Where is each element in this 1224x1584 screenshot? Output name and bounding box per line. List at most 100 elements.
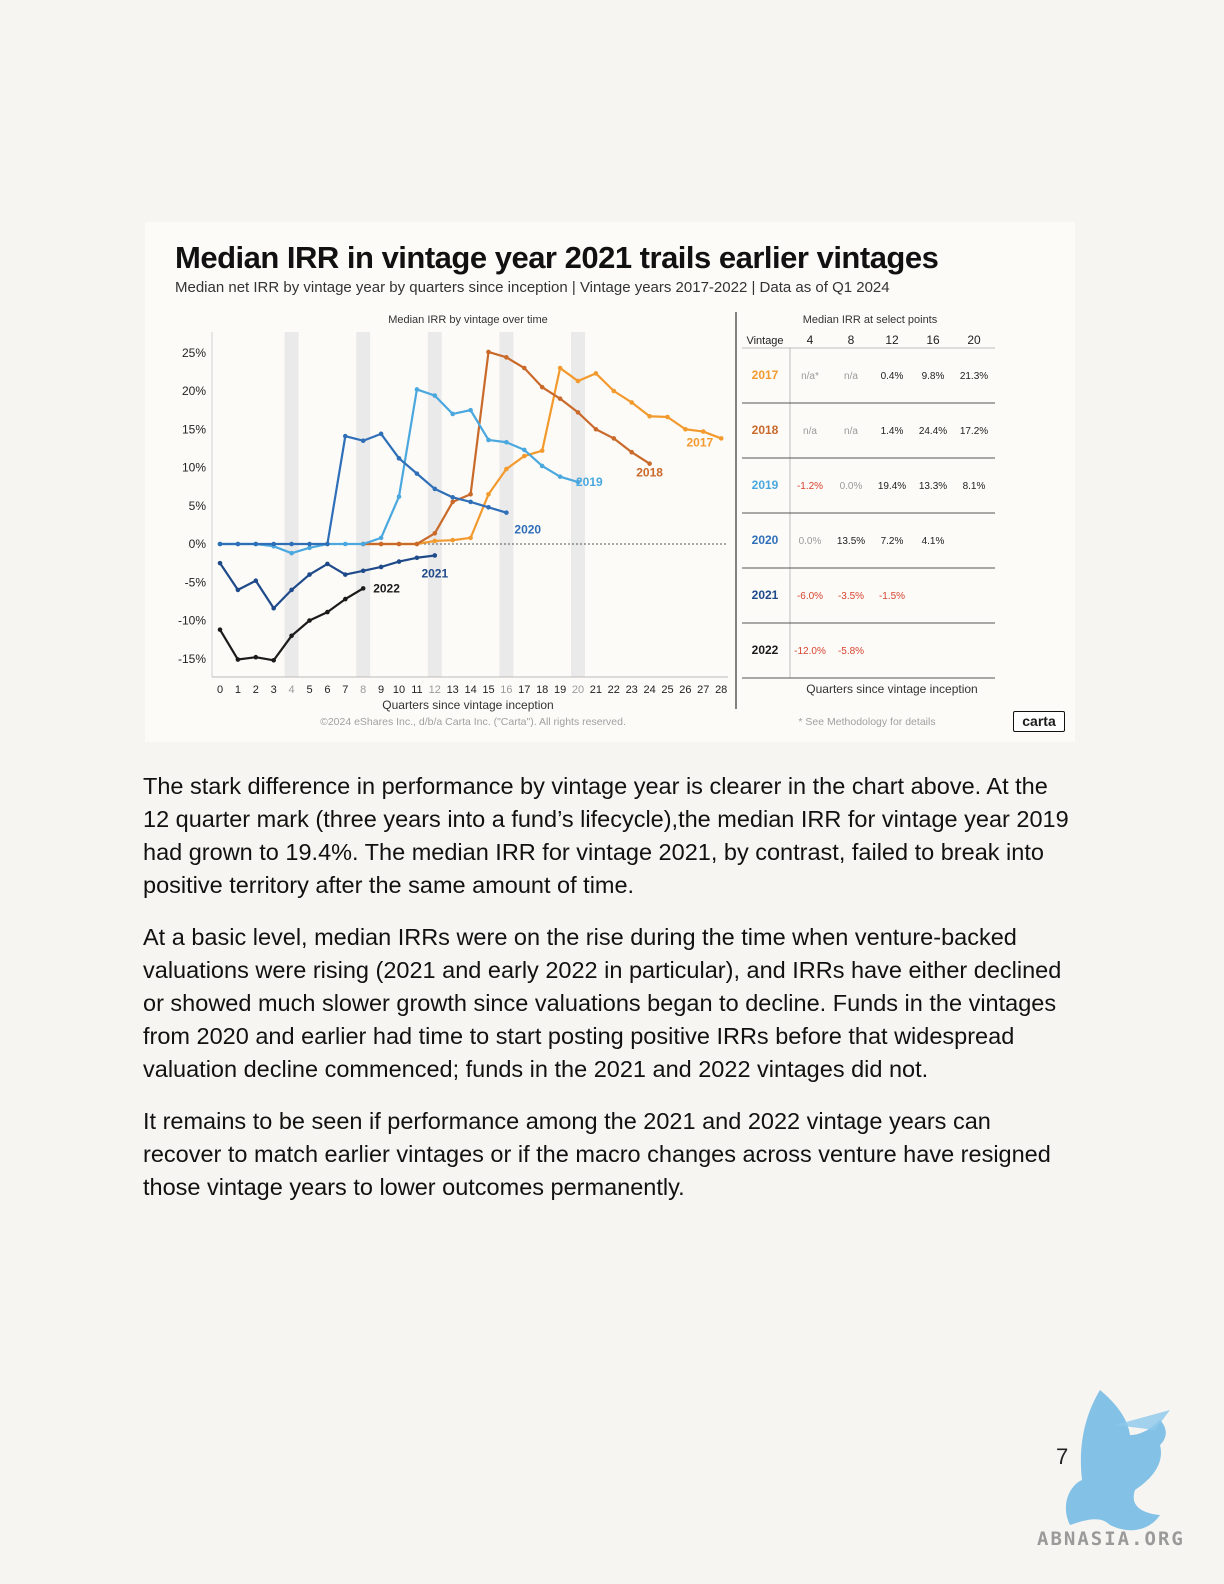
data-point-2021 [432, 553, 438, 558]
x-tick-label: 19 [554, 684, 566, 696]
data-point-2019 [539, 463, 545, 469]
highlight-band-q12 [427, 332, 442, 677]
data-point-2018 [575, 410, 581, 415]
data-point-2017 [468, 535, 473, 541]
data-point-2020 [253, 541, 259, 547]
series-label-2021: 2021 [421, 566, 448, 580]
x-tick-label: 1 [235, 684, 241, 696]
x-tick-label: 26 [679, 684, 691, 696]
table-vintage-2021: 2021 [752, 588, 779, 602]
data-point-2019 [414, 387, 420, 392]
data-point-2018 [414, 541, 420, 547]
data-point-2018 [539, 384, 545, 390]
data-point-2021 [360, 568, 366, 574]
data-point-2017 [557, 365, 563, 371]
data-point-2022 [253, 654, 259, 660]
data-point-2018 [468, 491, 473, 497]
data-point-2021 [289, 587, 294, 593]
data-point-2018 [504, 355, 509, 360]
irr-chart-and-table: Median IRR by vintage over time25%20%15%… [178, 312, 995, 728]
data-point-2017 [522, 453, 527, 459]
table-header-vintage: Vintage [746, 335, 783, 347]
data-point-2018 [593, 426, 599, 432]
data-point-2021 [253, 578, 259, 584]
table-cell: -1.2% [797, 481, 823, 492]
series-label-2020: 2020 [514, 523, 541, 537]
carta-logo: carta [1013, 711, 1065, 732]
x-tick-label: 11 [411, 684, 422, 696]
table-cell: 17.2% [960, 426, 988, 437]
data-point-2022 [343, 596, 348, 602]
data-point-2017 [647, 413, 652, 419]
x-tick-label: 23 [626, 684, 638, 696]
data-point-2021 [217, 560, 223, 566]
data-point-2020 [360, 438, 366, 444]
y-tick-label: 20% [182, 384, 206, 398]
bird-logo-icon [1065, 1390, 1170, 1531]
data-point-2018 [378, 541, 384, 547]
x-tick-label: 0 [217, 684, 223, 696]
table-cell: n/a* [801, 371, 819, 382]
x-tick-label: 10 [393, 684, 405, 696]
data-point-2022 [307, 618, 312, 623]
data-point-2019 [343, 541, 348, 547]
data-point-2019 [360, 541, 366, 547]
data-point-2017 [539, 448, 545, 453]
data-point-2018 [486, 349, 491, 355]
copyright-note: ©2024 eShares Inc., d/b/a Carta Inc. ("C… [320, 716, 626, 728]
y-tick-label: -5% [185, 575, 207, 589]
x-tick-label: 28 [715, 684, 727, 696]
table-header-q16: 16 [926, 333, 940, 347]
table-header-q12: 12 [885, 333, 899, 347]
data-point-2020 [289, 541, 294, 547]
data-point-2021 [414, 555, 420, 561]
data-point-2017 [683, 426, 688, 432]
line-chart-title: Median IRR by vintage over time [388, 314, 548, 326]
data-point-2021 [307, 572, 312, 577]
x-tick-label: 4 [289, 684, 295, 696]
data-point-2021 [396, 559, 402, 564]
table-header-q8: 8 [848, 333, 855, 347]
data-point-2017 [718, 436, 724, 441]
table-vintage-2019: 2019 [752, 478, 779, 492]
paragraph-2: At a basic level, median IRRs were on th… [143, 924, 1062, 1082]
table-cell: 0.0% [840, 481, 863, 492]
data-point-2017 [701, 429, 706, 434]
highlight-band-q4 [284, 332, 299, 677]
table-header-q20: 20 [967, 333, 981, 347]
x-tick-label: 21 [590, 684, 602, 696]
data-point-2019 [289, 550, 294, 556]
y-tick-label: 25% [182, 346, 206, 360]
x-tick-label: 13 [447, 684, 459, 696]
table-cell: 24.4% [919, 426, 947, 437]
table-cell: 13.3% [919, 481, 947, 492]
data-point-2021 [235, 587, 241, 593]
paragraph-3: It remains to be seen if performance amo… [143, 1108, 1051, 1200]
data-point-2018 [522, 365, 527, 371]
x-axis-title: Quarters since vintage inception [382, 698, 553, 712]
data-point-2019 [432, 393, 438, 398]
table-vintage-2017: 2017 [752, 368, 779, 382]
x-tick-label: 12 [429, 684, 441, 696]
data-point-2017 [575, 378, 581, 384]
y-tick-label: -15% [178, 652, 206, 666]
data-point-2019 [557, 474, 563, 479]
table-cell: n/a [844, 371, 858, 382]
methodology-note: * See Methodology for details [798, 716, 935, 728]
data-point-2017 [486, 491, 491, 497]
x-tick-label: 25 [661, 684, 673, 696]
x-tick-label: 20 [572, 684, 584, 696]
x-tick-label: 8 [360, 684, 366, 696]
data-point-2020 [486, 504, 491, 510]
data-point-2018 [557, 396, 563, 401]
data-point-2020 [396, 456, 402, 461]
table-header-q4: 4 [807, 333, 814, 347]
data-point-2022 [271, 657, 276, 663]
data-point-2020 [378, 431, 384, 437]
y-tick-label: 10% [182, 461, 206, 475]
table-cell: 0.4% [881, 371, 904, 382]
table-cell: 21.3% [960, 371, 988, 382]
x-tick-label: 3 [271, 684, 277, 696]
x-tick-label: 7 [342, 684, 348, 696]
table-cell: -6.0% [797, 591, 823, 602]
